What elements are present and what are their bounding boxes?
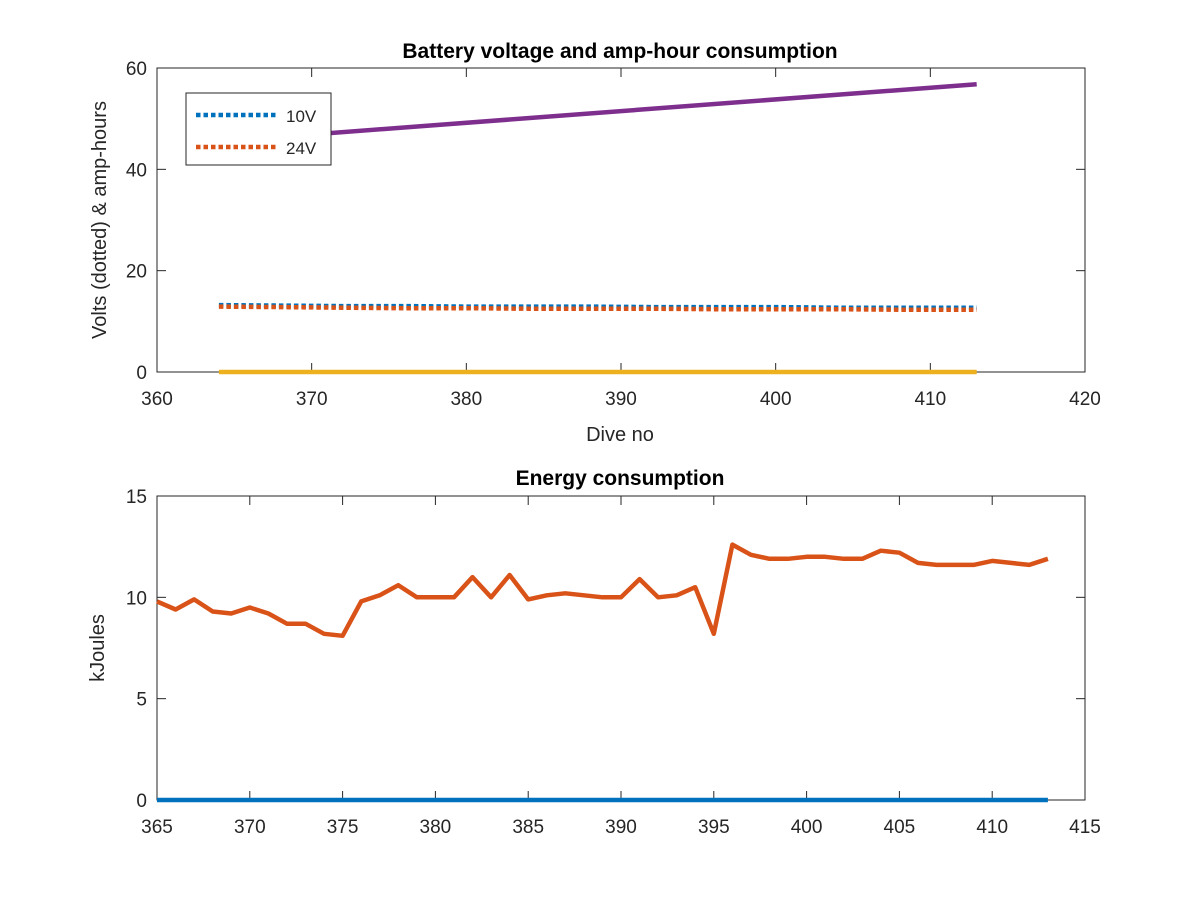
y-tick-label: 60 [126, 59, 147, 80]
x-tick-label: 395 [698, 817, 730, 838]
x-axis-label: Dive no [586, 424, 654, 446]
chart-title: Energy consumption [516, 467, 725, 490]
chart-title: Battery voltage and amp-hour consumption [402, 40, 837, 63]
x-tick-label: 400 [791, 817, 823, 838]
x-tick-label: 390 [605, 389, 637, 410]
x-tick-label: 410 [914, 389, 946, 410]
x-tick-label: 400 [760, 389, 792, 410]
x-tick-label: 420 [1069, 389, 1101, 410]
y-axis-label: kJoules [87, 614, 109, 682]
y-tick-label: 15 [126, 487, 147, 508]
series-2-line [218, 81, 977, 144]
x-tick-label: 380 [450, 389, 482, 410]
energy-axes: Energy consumption kJoules 365 370 375 380 3… [87, 467, 1101, 838]
x-tick-label: 360 [141, 389, 173, 410]
x-tick-label: 385 [512, 817, 544, 838]
x-tick-label: 415 [1069, 817, 1101, 838]
y-tick-label: 0 [136, 363, 147, 384]
x-tick-label: 405 [884, 817, 916, 838]
x-tick-label: 365 [141, 817, 173, 838]
x-tick-label: 410 [976, 817, 1008, 838]
legend-label: 10V [286, 107, 317, 126]
x-tick-label: 370 [296, 389, 328, 410]
plot-area-box [156, 495, 1086, 801]
series-24v-line [218, 304, 977, 312]
x-tick-label: 370 [234, 817, 266, 838]
y-tick-label: 5 [136, 690, 147, 711]
voltage-axes: Battery voltage and amp-hour consumption… [89, 40, 1101, 446]
x-tick-label: 375 [327, 817, 359, 838]
x-tick-label: 380 [420, 817, 452, 838]
x-tick-label: 390 [605, 817, 637, 838]
y-tick-label: 10 [126, 588, 147, 609]
legend-label: 24V [286, 139, 317, 158]
y-tick-label: 0 [136, 791, 147, 812]
series-0-line [156, 542, 1049, 639]
y-axis-label: Volts (dotted) & amp-hours [89, 101, 111, 339]
legend-box [185, 92, 332, 166]
y-tick-label: 40 [126, 160, 147, 181]
y-tick-label: 20 [126, 262, 147, 283]
